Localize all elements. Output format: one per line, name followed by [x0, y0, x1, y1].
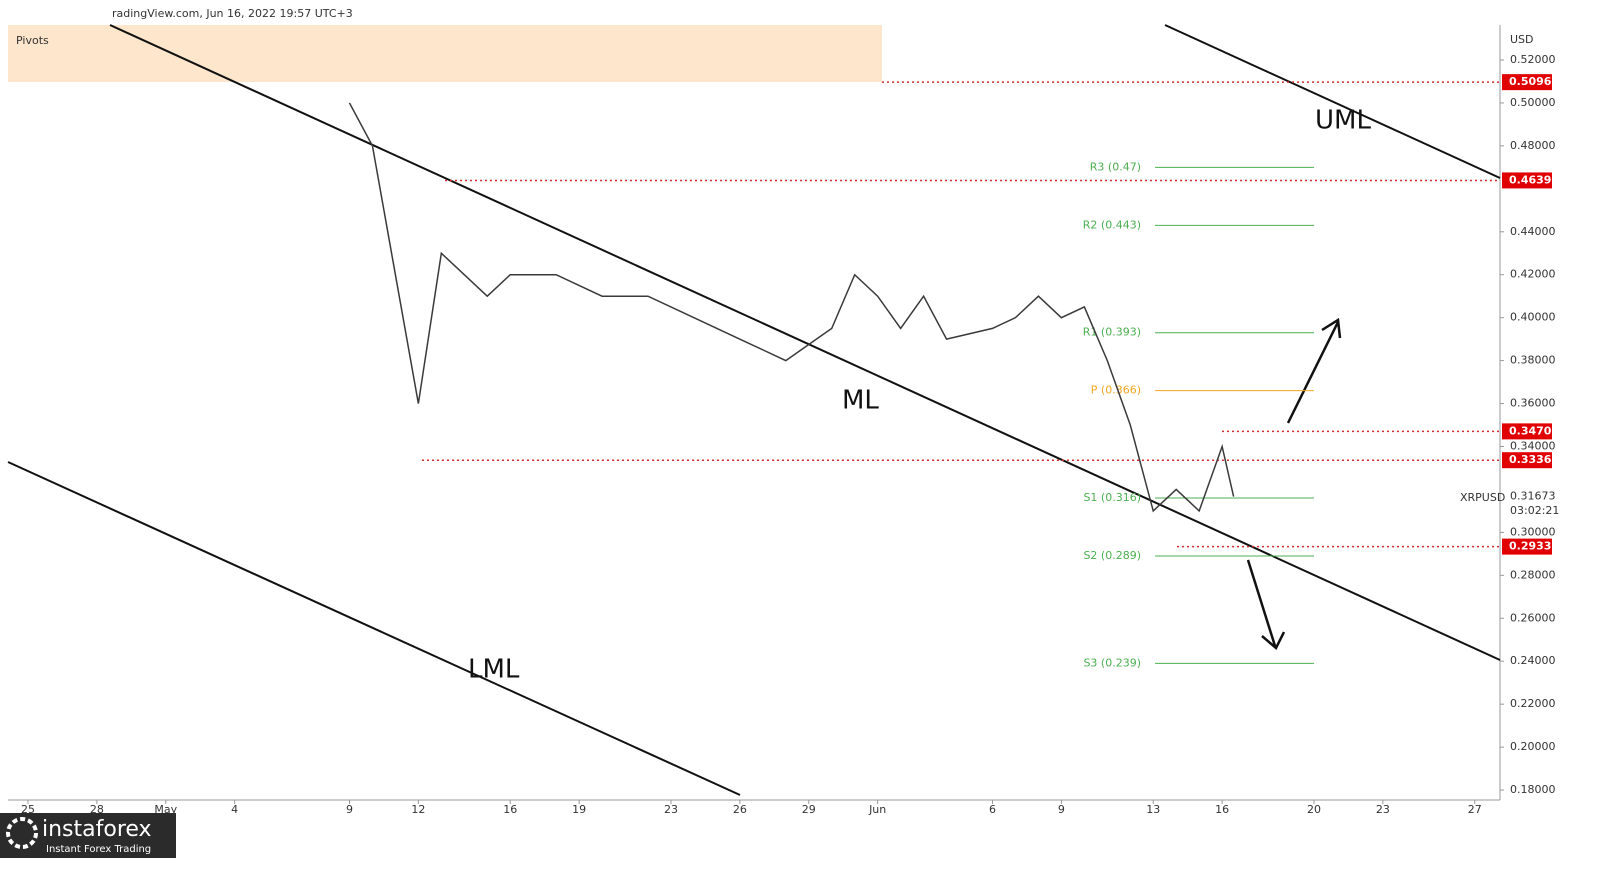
pivot-label: S3 (0.239)	[1083, 656, 1141, 669]
x-tick-label: 20	[1307, 803, 1321, 816]
currency: USD	[1510, 33, 1534, 46]
pivot-label: S2 (0.289)	[1083, 549, 1141, 562]
x-tick-label: 27	[1468, 803, 1482, 816]
x-tick-label: 9	[346, 803, 353, 816]
level-tag	[1502, 452, 1552, 469]
x-tick-label: Jun	[868, 803, 886, 816]
y-tick-label: 0.50000	[1510, 96, 1556, 109]
x-tick-label: 6	[989, 803, 996, 816]
x-tick-label: 13	[1146, 803, 1160, 816]
x-tick-label: 19	[572, 803, 586, 816]
countdown: 03:02:21	[1510, 504, 1559, 517]
pivot-zone	[8, 25, 882, 82]
level-tag	[1502, 423, 1552, 440]
lower-median-line	[7, 461, 741, 796]
y-tick-label: 0.28000	[1510, 568, 1556, 581]
pivot-label: R3 (0.47)	[1090, 160, 1141, 173]
pivot-label: R2 (0.443)	[1083, 218, 1141, 231]
down-arrow	[1246, 559, 1286, 650]
level-label: 0.46391	[1509, 173, 1559, 186]
y-tick-label: 0.42000	[1510, 268, 1556, 281]
level-label: 0.50969	[1509, 75, 1559, 88]
upper-median-line	[1164, 24, 1501, 179]
last-price: 0.31673	[1510, 489, 1556, 502]
annotation: ML	[842, 386, 879, 416]
y-tick-label: 0.36000	[1510, 397, 1556, 410]
annotation: LML	[468, 655, 520, 685]
level-label: 0.33362	[1509, 453, 1559, 466]
header: radingView.com, Jun 16, 2022 19:57 UTC+3	[112, 7, 353, 20]
x-tick-label: 25	[21, 803, 35, 816]
pivot-label: P (0.366)	[1091, 384, 1141, 397]
level-tag	[1502, 74, 1552, 91]
y-tick-label: 0.18000	[1510, 783, 1556, 796]
y-tick-label: 0.22000	[1510, 697, 1556, 710]
x-tick-label: 12	[411, 803, 425, 816]
arrows	[1246, 317, 1342, 650]
y-tick-label: 0.38000	[1510, 354, 1556, 367]
price-line	[348, 102, 1235, 513]
level-label: 0.34704	[1509, 424, 1559, 437]
y-tick-label: 0.26000	[1510, 611, 1556, 624]
zone-label: Pivots	[16, 34, 49, 47]
y-tick-label: 0.24000	[1510, 654, 1556, 667]
x-tick-label: 28	[90, 803, 104, 816]
y-tick-label: 0.52000	[1510, 53, 1556, 66]
x-tick-label: 4	[231, 803, 238, 816]
x-tick-label: May	[154, 803, 177, 816]
logo-tagline: Instant Forex Trading	[46, 844, 151, 855]
pivot-label: R1 (0.393)	[1083, 326, 1141, 339]
y-tick-label: 0.48000	[1510, 139, 1556, 152]
x-tick-label: 23	[664, 803, 678, 816]
y-tick-label: 0.34000	[1510, 440, 1556, 453]
pivot-label: S1 (0.316)	[1083, 491, 1141, 504]
y-tick-label: 0.30000	[1510, 525, 1556, 538]
x-tick-label: 9	[1058, 803, 1065, 816]
y-tick-label: 0.44000	[1510, 225, 1556, 238]
level-tag	[1502, 538, 1552, 555]
x-tick-label: 29	[802, 803, 816, 816]
symbol: XRPUSD	[1460, 491, 1505, 504]
x-tick-label: 26	[733, 803, 747, 816]
y-tick-label: 0.20000	[1510, 740, 1556, 753]
x-tick-label: 16	[503, 803, 517, 816]
level-tag	[1502, 172, 1552, 189]
median-line	[109, 24, 1501, 661]
logo-name: instaforex	[42, 817, 152, 842]
x-tick-label: 16	[1215, 803, 1229, 816]
y-tick-label: 0.40000	[1510, 311, 1556, 324]
logo-icon	[6, 817, 38, 849]
level-label: 0.29338	[1509, 540, 1559, 553]
annotation: UML	[1315, 106, 1371, 136]
x-tick-label: 23	[1376, 803, 1390, 816]
up-arrow	[1286, 317, 1342, 424]
